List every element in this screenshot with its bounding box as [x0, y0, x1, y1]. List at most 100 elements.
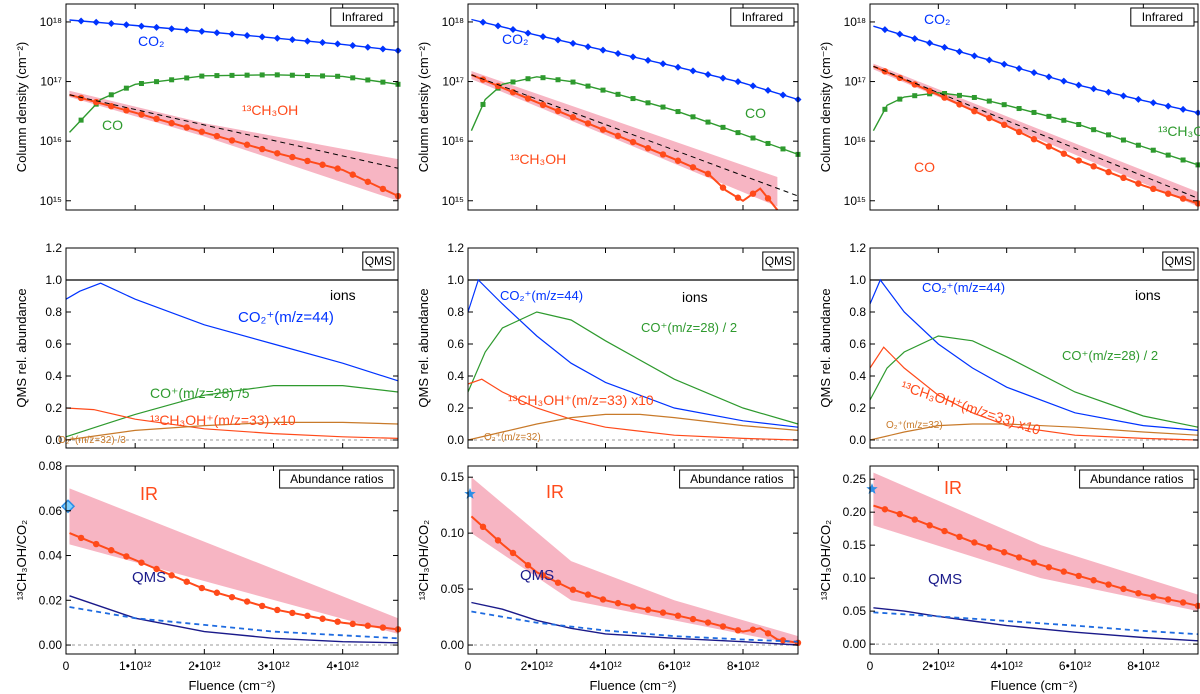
col3-bot-frame: [869, 465, 1199, 655]
col3-top-data-point: [1105, 168, 1112, 176]
col3-top-data-point: [1000, 121, 1008, 129]
col2-bot-frame: [467, 465, 799, 655]
col2-top-data-point: [764, 195, 772, 202]
col3-top-data-point: [882, 106, 888, 112]
col3-bot-title: Abundance ratios: [1090, 472, 1183, 486]
series-annotation: ions: [1135, 287, 1161, 303]
col1-top-data-point: [243, 141, 251, 148]
col3-top-data-point: [1061, 117, 1067, 123]
col3-top-data-point: [911, 81, 918, 88]
col2-bot-y-tick-label: 0.10: [441, 526, 465, 540]
col2-mid-frame: [467, 247, 799, 449]
col1-top-data-point: [123, 107, 130, 114]
col1-bot-data-point: [153, 565, 160, 573]
col1-top-panel: 10¹⁵ 10¹⁶ 10¹⁷ 10¹⁸ Infrared Column density (…: [14, 3, 402, 211]
col1-bot-data-point: [379, 624, 387, 631]
col1-top-data-point: [122, 21, 130, 29]
col1-mid-panel: 0.0 0.2 0.4 0.6 0.8 1.0 1.2 QMS QMS rel. abundan…: [14, 241, 399, 449]
col2-top-frame: [467, 3, 799, 211]
col2-bot-data-point: [584, 591, 592, 598]
col1-bot-y-tick-label: 0.08: [39, 459, 63, 473]
col3-top-data-point: [1000, 60, 1008, 68]
col1-top-data-point: [229, 72, 235, 78]
col1-top-data-point: [303, 37, 311, 45]
col1-top-data-point: [243, 31, 251, 39]
col1-top-data-point: [289, 153, 296, 161]
col2-top-data-point: [659, 151, 667, 158]
col2-bot-data-point: [494, 537, 502, 544]
col2-bot-y-tick-label: 0.15: [441, 470, 465, 484]
series-annotation: ¹³CH₃OH: [242, 102, 298, 118]
col1-top-data-point: [319, 39, 327, 47]
col1-top-data-point: [169, 77, 175, 83]
col1-mid-y-tick-label: 0.4: [45, 369, 62, 383]
col1-top-data-point: [379, 45, 387, 53]
col1-top-data-point: [138, 111, 145, 118]
col2-bot-data-point: [554, 579, 562, 586]
col1-mid-y-tick-label: 0.6: [45, 337, 62, 351]
col2-top-data-point: [645, 100, 651, 106]
col3-top-data-point: [1075, 157, 1082, 164]
col2-top-data-point: [569, 114, 577, 121]
col3-top-data-point: [1150, 147, 1156, 153]
col1-bot-y-tick-label: 0.04: [39, 549, 63, 563]
col2-bot-data-point: [659, 609, 667, 616]
series-annotation: IR: [546, 482, 564, 502]
col1-top-data-point: [78, 117, 84, 123]
col2-top-data-point: [779, 91, 787, 99]
col3-top-series-line: [873, 25, 1199, 114]
series-annotation: IR: [944, 478, 962, 498]
col2-top-data-point: [644, 145, 652, 152]
col3-mid-title: QMS: [1165, 254, 1192, 268]
col2-bot-y-axis-label: ¹³CH₃OH/CO₂: [416, 520, 431, 600]
col1-top-data-point: [319, 161, 326, 168]
col2-mid-y-tick-label: 0.0: [447, 433, 464, 447]
series-annotation: ¹³CH₃OH: [1158, 123, 1200, 139]
col1-mid-series-line: [65, 421, 399, 441]
col3-top-data-point: [986, 114, 993, 122]
col1-bot-data-point: [274, 606, 281, 614]
col1-bot-data-point: [108, 547, 115, 554]
col3-top-y-tick-label: 10¹⁶: [844, 134, 866, 148]
col2-top-data-point: [599, 126, 607, 133]
col2-top-data-point: [675, 109, 681, 115]
col1-bot-series-line: [69, 606, 399, 640]
col2-top-data-point: [584, 43, 592, 51]
col3-x-tick-label: 6•10¹²: [1059, 659, 1091, 673]
series-annotation: O₂⁺(m/z=32) /3: [58, 435, 126, 446]
col2-mid-y-axis-label: QMS rel. abundance: [416, 288, 431, 407]
col2-top-data-point: [539, 33, 547, 41]
col3-top-data-point: [970, 52, 978, 60]
col3-bot-reference-marker: [866, 483, 878, 494]
col3-x-tick-label: 2•10¹²: [922, 659, 954, 673]
col1-bot-data-point: [364, 622, 372, 629]
col2-mid-title-box: [762, 251, 795, 271]
col3-x-tick-label: 4•10¹²: [991, 659, 1023, 673]
col2-bot-data-point: [524, 561, 532, 569]
col3-bot-data-point: [956, 533, 963, 541]
col2-x-tick-label: 8•10¹²: [727, 659, 759, 673]
col3-top-data-point: [1120, 174, 1127, 182]
col3-bot-data-point: [911, 516, 918, 523]
col3-bot-data-point: [1045, 564, 1053, 571]
col1-top-series-line: [69, 94, 399, 169]
col1-bot-data-point: [258, 602, 266, 610]
col1-bot-y-axis-label: ¹³CH₃OH/CO₂: [14, 520, 29, 600]
col2-top-data-point: [660, 104, 666, 110]
col1-top-data-point: [320, 73, 326, 79]
col2-top-data-point: [615, 91, 621, 97]
col2-bot-data-point: [674, 612, 682, 619]
col2-bot-data-point: [689, 615, 697, 623]
col2-bot-data-point: [704, 619, 712, 626]
col2-bot-y-tick-label: 0.00: [441, 638, 465, 652]
col2-top-data-point: [630, 96, 636, 102]
col3-top-data-point: [1150, 185, 1157, 193]
col1-bot-reference-marker: [60, 499, 76, 514]
col3-top-title: Infrared: [1142, 10, 1183, 24]
col3-top-data-point: [1091, 127, 1097, 133]
col3-top-data-point: [1090, 163, 1097, 170]
col3-top-frame: [869, 3, 1199, 211]
col3-mid-series-line: [869, 346, 1199, 441]
col3-mid-y-tick-label: 0.0: [849, 433, 866, 447]
series-annotation: IR: [140, 484, 158, 504]
